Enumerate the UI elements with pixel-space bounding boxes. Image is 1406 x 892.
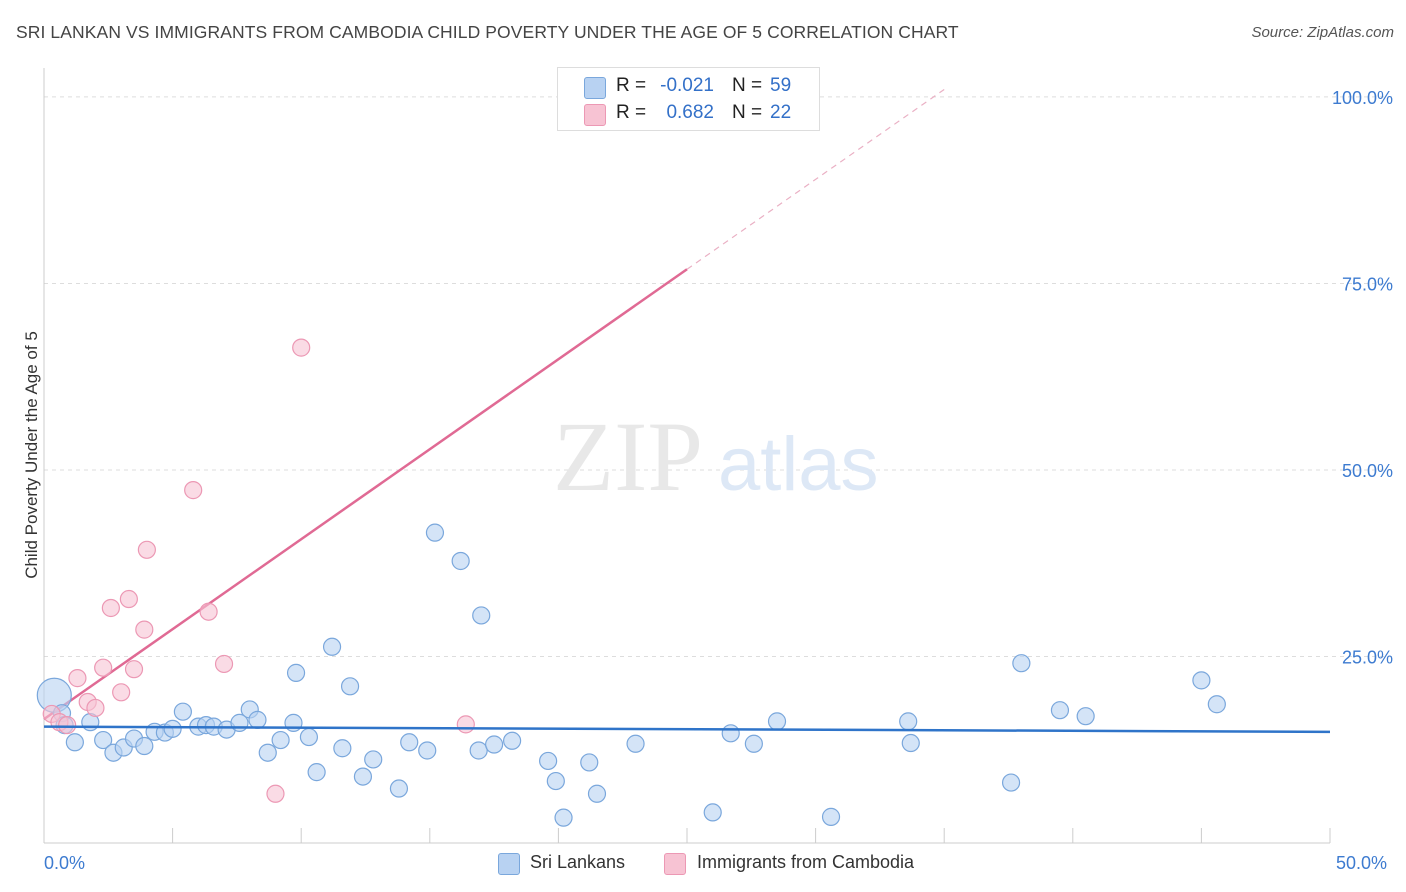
- data-point-cambodia: [266, 784, 285, 803]
- y-tick-labels: 25.0% 50.0% 75.0% 100.0%: [1332, 88, 1393, 668]
- trend-line-pink-extension: [686, 88, 945, 270]
- chart-title: SRI LANKAN VS IMMIGRANTS FROM CAMBODIA C…: [16, 22, 959, 42]
- legend-swatch-blue: [584, 77, 606, 99]
- data-point-cambodia: [68, 669, 87, 688]
- data-point-cambodia: [119, 589, 138, 609]
- data-point-sri-lankans: [322, 637, 342, 656]
- data-point-sri-lankans: [580, 753, 599, 772]
- data-point-sri-lankans: [546, 771, 565, 791]
- points-sri-lankans: [36, 523, 1226, 827]
- trend-line-pink: [43, 268, 688, 721]
- legend-row-sri-lankans: R = -0.021 N = 59: [558, 73, 818, 101]
- data-point-sri-lankans: [539, 751, 558, 771]
- data-point-cambodia: [112, 683, 131, 702]
- data-point-cambodia: [137, 540, 156, 559]
- gridlines: [44, 96, 1392, 657]
- trend-line-sri-lankans: [43, 725, 1331, 734]
- data-point-sri-lankans: [248, 710, 267, 729]
- bottom-legend-cambodia: Immigrants from Cambodia: [697, 852, 915, 872]
- legend-n-value: 59: [770, 75, 792, 96]
- data-point-sri-lankans: [1207, 695, 1226, 714]
- data-point-sri-lankans: [418, 741, 437, 760]
- legend-n-label: N =: [732, 75, 763, 96]
- data-point-sri-lankans: [472, 606, 491, 625]
- legend-r-value: 0.682: [666, 102, 714, 123]
- data-point-sri-lankans: [1192, 671, 1211, 690]
- trend-line-cambodia: [43, 88, 945, 721]
- data-point-sri-lankans: [821, 807, 841, 826]
- legend-n-value: 22: [770, 102, 792, 123]
- data-point-cambodia: [58, 716, 77, 735]
- y-tick-label: 100.0%: [1332, 88, 1393, 108]
- legend-swatch-pink: [584, 104, 606, 126]
- legend-r-label: R =: [616, 75, 647, 96]
- source-label: Source: ZipAtlas.com: [1251, 24, 1394, 41]
- data-point-sri-lankans: [451, 551, 470, 571]
- y-tick-label: 75.0%: [1342, 274, 1393, 294]
- data-point-sri-lankans: [587, 784, 607, 803]
- legend-row-cambodia: R = 0.682 N = 22: [558, 100, 818, 128]
- legend-r-label: R =: [616, 102, 647, 123]
- data-point-cambodia: [292, 338, 311, 357]
- bottom-legend-swatch-blue: [498, 853, 520, 875]
- data-point-cambodia: [135, 620, 154, 639]
- data-point-sri-lankans: [503, 731, 522, 750]
- data-point-sri-lankans: [744, 734, 763, 753]
- data-point-cambodia: [94, 658, 113, 677]
- data-point-sri-lankans: [767, 712, 787, 731]
- data-point-sri-lankans: [340, 677, 360, 696]
- data-point-sri-lankans: [65, 733, 84, 752]
- data-point-sri-lankans: [258, 743, 277, 762]
- data-point-sri-lankans: [901, 733, 920, 753]
- data-point-cambodia: [86, 698, 105, 718]
- data-point-sri-lankans: [899, 712, 918, 731]
- data-point-sri-lankans: [307, 763, 326, 782]
- data-point-sri-lankans: [333, 739, 352, 758]
- data-point-cambodia: [199, 602, 218, 621]
- data-point-sri-lankans: [1012, 654, 1031, 673]
- data-point-sri-lankans: [94, 730, 113, 750]
- watermark-atlas: atlas: [718, 422, 879, 507]
- data-point-sri-lankans: [425, 523, 445, 542]
- data-point-sri-lankans: [721, 724, 740, 743]
- trend-line-blue: [43, 725, 1331, 734]
- watermark: ZIP atlas: [553, 401, 879, 512]
- bottom-legend-swatch-pink: [664, 853, 686, 875]
- data-point-sri-lankans: [1001, 773, 1021, 792]
- watermark-zip: ZIP: [553, 401, 703, 512]
- data-point-sri-lankans: [469, 741, 488, 760]
- data-point-sri-lankans: [163, 719, 182, 738]
- data-point-sri-lankans: [1050, 701, 1070, 720]
- data-point-sri-lankans: [1076, 707, 1095, 726]
- y-tick-label: 25.0%: [1342, 647, 1393, 667]
- data-point-cambodia: [456, 715, 475, 734]
- legend-n-label: N =: [732, 102, 763, 123]
- y-axis-label: Child Poverty Under the Age of 5: [22, 331, 41, 579]
- data-point-sri-lankans: [173, 702, 192, 721]
- data-point-sri-lankans: [286, 663, 306, 682]
- data-point-sri-lankans: [485, 735, 504, 754]
- x-tick-label-max: 50.0%: [1336, 853, 1388, 873]
- data-point-sri-lankans: [389, 779, 409, 798]
- legend-r-value: -0.021: [660, 75, 714, 96]
- data-point-sri-lankans: [271, 730, 290, 750]
- data-point-sri-lankans: [353, 767, 373, 786]
- data-point-cambodia: [124, 660, 144, 679]
- bottom-legend-sri-lankans: Sri Lankans: [530, 852, 626, 872]
- data-point-sri-lankans: [626, 734, 645, 753]
- y-tick-label: 50.0%: [1342, 461, 1393, 481]
- x-tick-label-min: 0.0%: [44, 853, 86, 873]
- data-point-cambodia: [184, 481, 203, 500]
- data-point-sri-lankans: [135, 736, 154, 756]
- data-point-cambodia: [214, 654, 234, 674]
- data-point-sri-lankans: [703, 803, 722, 822]
- data-point-sri-lankans: [554, 808, 573, 827]
- data-point-sri-lankans: [299, 727, 319, 747]
- data-point-sri-lankans: [400, 733, 419, 752]
- data-point-cambodia: [101, 598, 120, 618]
- data-point-sri-lankans: [364, 750, 383, 769]
- correlation-legend: R = -0.021 N = 59 R = 0.682 N = 22: [557, 67, 820, 131]
